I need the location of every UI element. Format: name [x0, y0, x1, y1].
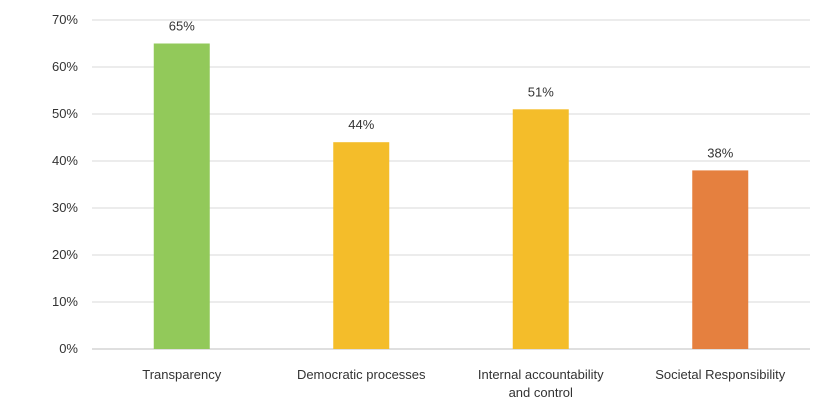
y-tick-label: 60%	[52, 59, 78, 74]
bar	[692, 170, 749, 349]
category-label: Democratic processes	[297, 367, 426, 382]
category-label: Transparency	[142, 367, 221, 382]
y-axis-ticks: 0% 10% 20% 30% 40% 50% 60% 70%	[52, 12, 78, 356]
category-label: and control	[509, 385, 573, 400]
y-tick-label: 0%	[59, 341, 78, 356]
category-labels: Transparency Democratic processes Internal…	[142, 367, 786, 400]
data-labels: 65% 44% 51% 38%	[169, 19, 734, 161]
data-label: 65%	[169, 19, 195, 34]
bars	[153, 43, 749, 349]
category-label: Societal Responsibility	[655, 367, 786, 382]
y-tick-label: 40%	[52, 153, 78, 168]
y-tick-label: 10%	[52, 294, 78, 309]
y-tick-label: 20%	[52, 247, 78, 262]
data-label: 38%	[707, 145, 733, 160]
bar	[333, 142, 390, 349]
bar	[153, 43, 210, 349]
data-label: 51%	[528, 84, 554, 99]
category-label: Internal accountability	[478, 367, 604, 382]
y-tick-label: 50%	[52, 106, 78, 121]
y-tick-label: 30%	[52, 200, 78, 215]
gridlines	[92, 19, 810, 350]
y-tick-label: 70%	[52, 12, 78, 27]
bar	[512, 109, 569, 349]
data-label: 44%	[348, 117, 374, 132]
